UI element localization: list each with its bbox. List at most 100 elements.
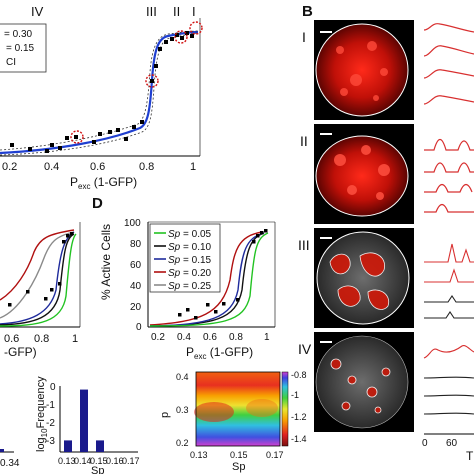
data-point <box>98 132 102 136</box>
x-axis-label: -GFP) <box>4 345 37 359</box>
x-tick: 0.8 <box>139 161 154 173</box>
heatmap-frame <box>195 371 281 447</box>
active-regions-iv <box>330 358 391 414</box>
data-point <box>45 149 49 153</box>
data-point <box>256 234 260 238</box>
legend-item: Sp = 0.15 <box>168 255 212 266</box>
trace <box>424 295 474 303</box>
data-point <box>58 282 62 286</box>
y-axis-label: log10Frequency <box>35 376 49 452</box>
highlight-ii <box>174 30 188 44</box>
trace <box>423 345 474 359</box>
data-point <box>150 79 154 83</box>
x-tick: 0.17 <box>266 450 284 460</box>
curve-sp-0.15 <box>149 232 265 327</box>
x-tick: 0.15 <box>230 450 248 460</box>
data-point <box>132 125 136 129</box>
data-point <box>164 40 168 44</box>
cell-body-iv <box>315 335 409 429</box>
data-point <box>175 33 179 37</box>
data-point <box>158 47 162 51</box>
x-axis-label: Pexc (1-GFP) <box>186 345 253 361</box>
colorbar-tick: -1 <box>291 390 299 400</box>
panel-label-d: D <box>92 195 103 212</box>
colorbar <box>281 371 289 447</box>
x-tick: 0.34 <box>0 458 20 469</box>
x-tick: 0.13 <box>58 456 76 466</box>
data-points <box>8 232 74 307</box>
data-point <box>170 37 174 41</box>
legend-box <box>149 223 221 293</box>
trace <box>423 45 474 57</box>
puncta-i <box>336 41 388 101</box>
histogram-bar <box>64 440 72 452</box>
data-points <box>10 31 194 153</box>
data-point <box>74 135 78 139</box>
panel-c: 0.6 0.8 1 -GFP) <box>0 222 81 359</box>
data-point <box>206 303 210 307</box>
x-tick: 0.14 <box>74 456 92 466</box>
x-tick: 0.6 <box>90 161 105 173</box>
data-point <box>190 34 194 38</box>
y-tick: 60 <box>130 260 142 271</box>
y-tick: -1 <box>46 400 55 411</box>
row-label-i: I <box>302 29 306 45</box>
legend-item: Sp = 0.20 <box>168 268 212 279</box>
heatmap-hotspot <box>246 399 278 417</box>
x-tick: 0.2 <box>151 332 165 343</box>
panel-b: B I II III <box>298 3 474 463</box>
x-tick: 0.6 <box>203 332 217 343</box>
trace <box>424 183 473 193</box>
time-tick: 0 <box>422 438 428 449</box>
trace <box>424 268 474 283</box>
fit-curve-main <box>0 30 199 155</box>
curve-sp-0.20 <box>149 231 263 326</box>
legend-line-1: = 0.30 <box>4 29 33 40</box>
data-point <box>108 130 112 134</box>
curve-sp-0.05 <box>149 232 269 327</box>
data-point <box>28 147 32 151</box>
panel-e-heatmap: p 0.4 0.3 0.2 0.13 0.15 0.17 Sp -0.8 -1 … <box>159 370 307 473</box>
data-point <box>140 120 144 124</box>
y-tick: 100 <box>124 218 141 229</box>
traces-iii <box>424 243 474 319</box>
data-point <box>58 146 62 150</box>
cell-body-i <box>315 23 409 117</box>
data-point <box>50 288 54 292</box>
data-point <box>154 64 158 68</box>
data-point <box>50 143 54 147</box>
data-point <box>44 297 48 301</box>
curve-gray <box>0 231 75 319</box>
row-label-iv: IV <box>298 341 312 357</box>
trace <box>424 203 474 213</box>
colorbar-tick: -1.4 <box>291 434 307 444</box>
data-point <box>186 308 190 312</box>
trace <box>423 376 474 379</box>
data-points <box>178 229 268 320</box>
data-point <box>260 231 264 235</box>
x-tick: 0.17 <box>122 456 140 466</box>
data-point <box>252 240 256 244</box>
trace <box>424 243 474 263</box>
data-point <box>70 232 74 236</box>
data-point <box>8 303 12 307</box>
data-point <box>66 234 70 238</box>
roman-label-iii: III <box>146 4 157 19</box>
traces-iv <box>423 345 474 415</box>
y-tick: 0 <box>136 322 142 333</box>
trace <box>423 412 474 415</box>
highlight-iv <box>70 130 84 144</box>
panel-d: D % Active Cells 100 80 60 40 20 0 <box>92 195 276 361</box>
trace <box>423 394 474 397</box>
legend-item: Sp = 0.05 <box>168 229 212 240</box>
cell-body-iii <box>316 231 410 325</box>
y-tick: 40 <box>130 281 142 292</box>
x-tick: 1 <box>72 333 78 345</box>
x-tick: 0.8 <box>34 333 49 345</box>
colorbar-tick: -0.8 <box>291 370 307 380</box>
data-point <box>180 36 184 40</box>
y-tick: 0 <box>50 382 56 393</box>
data-point <box>124 137 128 141</box>
curve-green <box>0 233 77 327</box>
legend-item: Sp = 0.25 <box>168 281 212 292</box>
